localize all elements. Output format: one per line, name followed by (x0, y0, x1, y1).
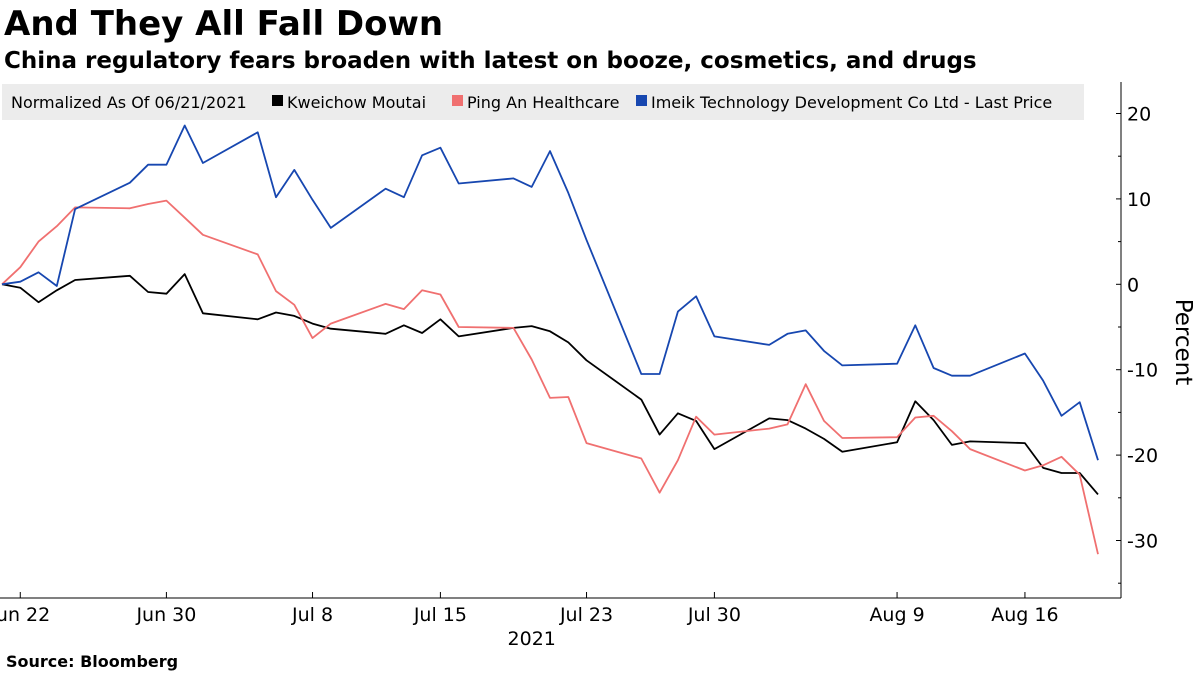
legend-label: Ping An Healthcare (467, 93, 620, 112)
y-tick-label: 10 (1127, 189, 1151, 211)
x-tick-label: Jul 23 (559, 604, 613, 626)
axes: 20 10 0 -10 -20 -30 Jun 22 Jun 30 Jul 8 Jul 15 Jul… (0, 82, 1158, 650)
series-line-imeik-technology-development-co-ltd-last-price (1, 124, 1099, 461)
x-tick-label: Jul 8 (291, 604, 333, 626)
y-axis-title: Percent (1170, 299, 1196, 386)
x-tick-label: Aug 16 (991, 604, 1058, 626)
legend-label: Imeik Technology Development Co Ltd - La… (651, 93, 1052, 112)
x-year-label: 2021 (508, 628, 556, 650)
series-line-ping-an-healthcare (1, 199, 1099, 555)
legend-entries: Kweichow Moutai Ping An Healthcare Imeik T… (272, 93, 1052, 112)
x-tick-label: Jun 30 (135, 604, 196, 626)
chart-subtitle: China regulatory fears broaden with late… (4, 48, 977, 74)
y-tick-label: -20 (1127, 445, 1158, 467)
chart-title: And They All Fall Down (4, 4, 444, 44)
legend-swatch (636, 95, 647, 106)
legend-background (2, 84, 1084, 120)
series-layer (1, 124, 1099, 555)
legend-swatch (272, 95, 283, 106)
x-tick-label: Aug 9 (869, 604, 924, 626)
series-line-kweichow-moutai (1, 273, 1099, 495)
x-tick-label: Jul 15 (413, 604, 467, 626)
x-tick-label: Jul 30 (687, 604, 741, 626)
legend-swatch (452, 95, 463, 106)
y-tick-label: 20 (1127, 104, 1151, 126)
y-tick-label: -30 (1127, 531, 1158, 553)
x-tick-label: Jun 22 (0, 604, 50, 626)
legend-note: Normalized As Of 06/21/2021 (11, 93, 247, 112)
legend: Normalized As Of 06/21/2021 Kweichow Mou… (2, 84, 1084, 120)
source-note: Source: Bloomberg (6, 652, 179, 671)
legend-label: Kweichow Moutai (287, 93, 426, 112)
y-tick-label: -10 (1127, 360, 1158, 382)
y-tick-label: 0 (1127, 274, 1139, 296)
